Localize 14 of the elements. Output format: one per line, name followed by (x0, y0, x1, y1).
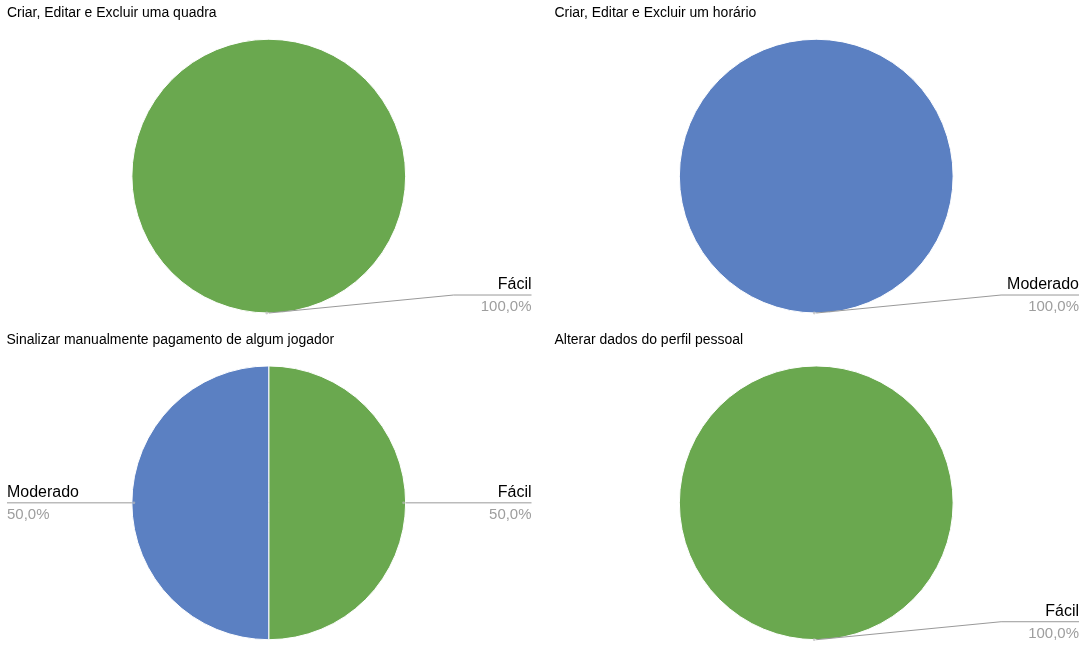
chart-title: Criar, Editar e Excluir um horário (554, 4, 757, 21)
data-label: 50,0% (6, 504, 50, 522)
chart-title: Criar, Editar e Excluir uma quadra (6, 4, 217, 21)
slice-label: Moderado (1007, 275, 1080, 293)
slice-label: Moderado (6, 482, 80, 500)
slice-label: Fácil (1045, 601, 1079, 619)
chart-title: Sinalizar manualmente pagamento de algum jogador (6, 330, 335, 347)
data-label: 100,0% (480, 297, 532, 315)
data-label: 50,0% (489, 504, 532, 522)
data-label: 100,0% (1028, 297, 1079, 315)
slice-label: Fácil (497, 275, 532, 293)
data-label: 100,0% (1028, 623, 1079, 641)
chart-title: Alterar dados do perfil pessoal (554, 330, 744, 347)
slice-label: Fácil (497, 482, 532, 500)
